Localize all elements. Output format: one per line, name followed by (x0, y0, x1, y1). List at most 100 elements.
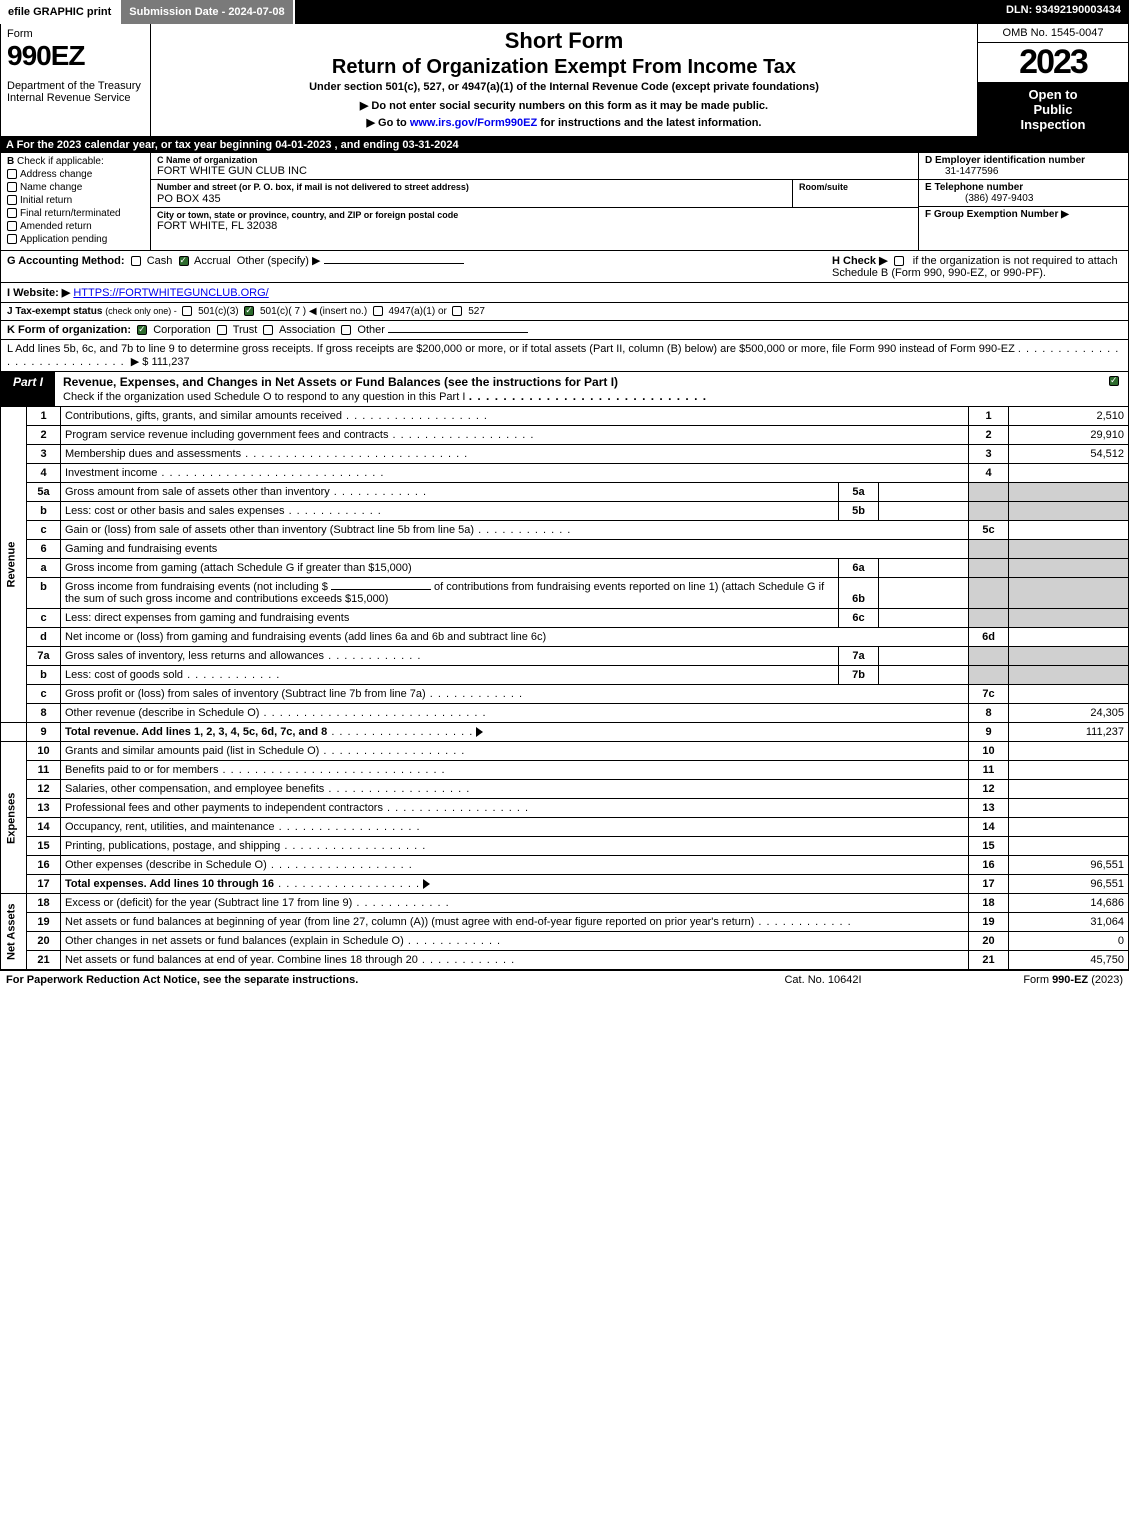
l3-amt: 54,512 (1009, 445, 1129, 464)
l1-ref: 1 (969, 407, 1009, 426)
chk-application-pending[interactable] (7, 234, 17, 244)
l7b-ref-shaded (969, 666, 1009, 685)
chk-amended-return[interactable] (7, 221, 17, 231)
chk-other-org[interactable] (341, 325, 351, 335)
footer-right-post: (2023) (1088, 974, 1123, 986)
dln-label: DLN: 93492190003434 (998, 0, 1129, 24)
goto-post: for instructions and the latest informat… (537, 117, 761, 129)
lbl-trust: Trust (233, 324, 258, 336)
chk-accrual[interactable] (179, 256, 189, 266)
side-netassets: Net Assets (1, 894, 27, 970)
l12-num: 12 (27, 780, 61, 799)
j-label: J Tax-exempt status (7, 306, 102, 317)
l17-num: 17 (27, 875, 61, 894)
street-label: Number and street (or P. O. box, if mail… (157, 182, 469, 192)
website-link[interactable]: HTTPS://FORTWHITEGUNCLUB.ORG/ (73, 287, 268, 299)
l6d-ref: 6d (969, 628, 1009, 647)
chk-address-change[interactable] (7, 169, 17, 179)
chk-schedule-b[interactable] (894, 256, 904, 266)
phone-cell: E Telephone number (386) 497-9403 (919, 180, 1128, 207)
form-number: 990EZ (7, 40, 144, 72)
l12-ref: 12 (969, 780, 1009, 799)
chk-final-return[interactable] (7, 208, 17, 218)
l10-ref: 10 (969, 742, 1009, 761)
chk-cash[interactable] (131, 256, 141, 266)
street-row: Number and street (or P. O. box, if mail… (151, 180, 918, 208)
main-title: Return of Organization Exempt From Incom… (159, 56, 969, 79)
footer-right: Form 990-EZ (2023) (923, 974, 1123, 986)
b-label: Check if applicable: (17, 156, 104, 167)
l5c-num: c (27, 521, 61, 540)
lbl-application-pending: Application pending (20, 234, 107, 245)
top-bar: efile GRAPHIC print Submission Date - 20… (0, 0, 1129, 24)
triangle-icon-2 (423, 879, 430, 889)
inspection-box: Open to Public Inspection (978, 82, 1128, 136)
l-text: L Add lines 5b, 6c, and 7b to line 9 to … (7, 343, 1015, 355)
l7b-mini: 7b (839, 666, 879, 685)
l14-desc: Occupancy, rent, utilities, and maintena… (61, 818, 969, 837)
l7b-num: b (27, 666, 61, 685)
l7c-amt (1009, 685, 1129, 704)
inspection-line1: Open to (980, 87, 1126, 102)
l6b-ref-shaded (969, 578, 1009, 609)
chk-initial-return[interactable] (7, 195, 17, 205)
l11-ref: 11 (969, 761, 1009, 780)
l6b-desc: Gross income from fundraising events (no… (61, 578, 839, 609)
l9-desc: Total revenue. Add lines 1, 2, 3, 4, 5c,… (61, 723, 969, 742)
l20-ref: 20 (969, 932, 1009, 951)
l6b-desc1: Gross income from fundraising events (no… (65, 581, 328, 593)
footer-left: For Paperwork Reduction Act Notice, see … (6, 974, 723, 986)
l9-amt: 111,237 (1009, 723, 1129, 742)
chk-527[interactable] (452, 306, 462, 316)
l13-amt (1009, 799, 1129, 818)
col-d: D Employer identification number 31-1477… (918, 153, 1128, 250)
l6-amt-shaded (1009, 540, 1129, 559)
chk-part1-schedule-o[interactable] (1109, 376, 1119, 386)
chk-corp[interactable] (137, 325, 147, 335)
chk-name-change[interactable] (7, 182, 17, 192)
l7a-mini-val (879, 647, 969, 666)
l18-num: 18 (27, 894, 61, 913)
lbl-501c3: 501(c)(3) (198, 306, 239, 317)
lbl-527: 527 (468, 306, 485, 317)
l16-desc: Other expenses (describe in Schedule O) (61, 856, 969, 875)
l18-desc: Excess or (deficit) for the year (Subtra… (61, 894, 969, 913)
l21-ref: 21 (969, 951, 1009, 970)
l5c-amt (1009, 521, 1129, 540)
l5b-num: b (27, 502, 61, 521)
part1-title-text: Revenue, Expenses, and Changes in Net As… (63, 375, 618, 389)
chk-assoc[interactable] (263, 325, 273, 335)
side-blank-1 (1, 723, 27, 742)
chk-501c[interactable] (244, 306, 254, 316)
l19-ref: 19 (969, 913, 1009, 932)
chk-4947[interactable] (373, 306, 383, 316)
col-c: C Name of organization FORT WHITE GUN CL… (151, 153, 918, 250)
part1-checkbox-cell (1103, 372, 1128, 406)
l21-desc: Net assets or fund balances at end of ye… (61, 951, 969, 970)
efile-label[interactable]: efile GRAPHIC print (0, 0, 121, 24)
other-org-line (388, 332, 528, 333)
l4-desc: Investment income (61, 464, 969, 483)
l6c-mini-val (879, 609, 969, 628)
g-label: G Accounting Method: (7, 255, 125, 267)
l5a-num: 5a (27, 483, 61, 502)
l1-amt: 2,510 (1009, 407, 1129, 426)
triangle-icon (476, 727, 483, 737)
h-label: H Check ▶ (832, 255, 888, 267)
j-sub: (check only one) - (105, 306, 177, 316)
part1-dots (469, 389, 707, 403)
page-footer: For Paperwork Reduction Act Notice, see … (0, 970, 1129, 989)
subtitle: Under section 501(c), 527, or 4947(a)(1)… (159, 81, 969, 93)
irs-link[interactable]: www.irs.gov/Form990EZ (410, 117, 537, 129)
goto-note: ▶ Go to www.irs.gov/Form990EZ for instru… (159, 116, 969, 129)
l6b-blank (331, 589, 431, 590)
chk-501c3[interactable] (182, 306, 192, 316)
l16-ref: 16 (969, 856, 1009, 875)
row-i: I Website: ▶ HTTPS://FORTWHITEGUNCLUB.OR… (0, 283, 1129, 303)
part1-check-text: Check if the organization used Schedule … (63, 391, 465, 403)
l5b-ref-shaded (969, 502, 1009, 521)
l4-num: 4 (27, 464, 61, 483)
inspection-line3: Inspection (980, 117, 1126, 132)
side-revenue: Revenue (1, 407, 27, 723)
chk-trust[interactable] (217, 325, 227, 335)
